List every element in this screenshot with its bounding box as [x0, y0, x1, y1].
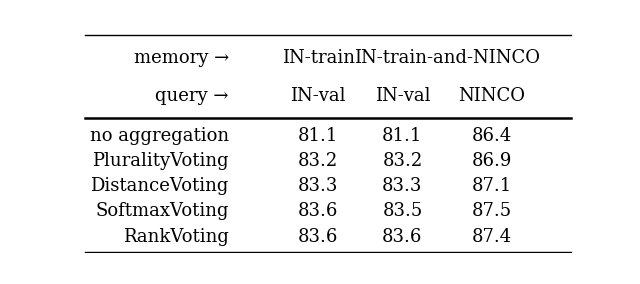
Text: 87.4: 87.4 [472, 227, 512, 246]
Text: 86.9: 86.9 [472, 152, 512, 170]
Text: 83.5: 83.5 [382, 202, 422, 220]
Text: 83.6: 83.6 [298, 227, 339, 246]
Text: 83.6: 83.6 [298, 202, 339, 220]
Text: 83.2: 83.2 [298, 152, 338, 170]
Text: 81.1: 81.1 [298, 127, 339, 145]
Text: 81.1: 81.1 [382, 127, 422, 145]
Text: no aggregation: no aggregation [90, 127, 229, 145]
Text: IN-train: IN-train [282, 49, 355, 67]
Text: SoftmaxVoting: SoftmaxVoting [95, 202, 229, 220]
Text: IN-train-and-NINCO: IN-train-and-NINCO [354, 49, 540, 67]
Text: IN-val: IN-val [374, 87, 430, 105]
Text: 87.1: 87.1 [472, 177, 512, 195]
Text: PluralityVoting: PluralityVoting [92, 152, 229, 170]
Text: 87.5: 87.5 [472, 202, 512, 220]
Text: RankVoting: RankVoting [123, 227, 229, 246]
Text: NINCO: NINCO [458, 87, 525, 105]
Text: 83.3: 83.3 [298, 177, 339, 195]
Text: 83.2: 83.2 [382, 152, 422, 170]
Text: 83.3: 83.3 [382, 177, 422, 195]
Text: 86.4: 86.4 [472, 127, 512, 145]
Text: query →: query → [156, 87, 229, 105]
Text: IN-val: IN-val [291, 87, 346, 105]
Text: DistanceVoting: DistanceVoting [90, 177, 229, 195]
Text: 83.6: 83.6 [382, 227, 422, 246]
Text: memory →: memory → [134, 49, 229, 67]
